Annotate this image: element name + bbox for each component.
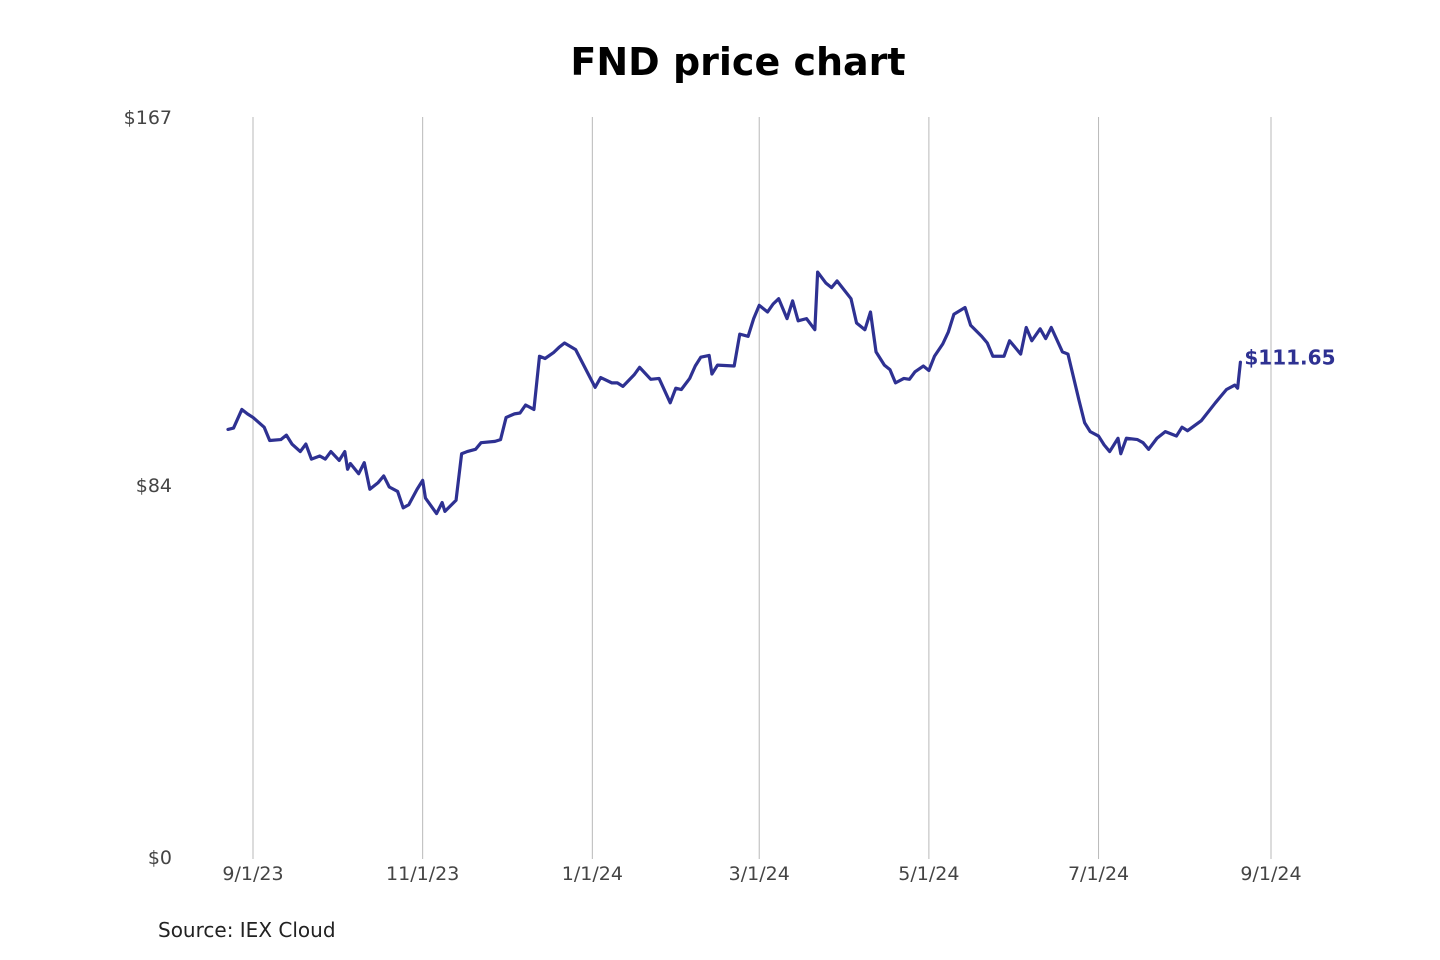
x-tick-label: 7/1/24 (1068, 863, 1129, 885)
y-tick-label: $0 (148, 847, 172, 869)
x-tick-label: 5/1/24 (898, 863, 959, 885)
series-line-0 (226, 270, 1242, 516)
last-value-label: $111.65 (1244, 345, 1335, 369)
annotation-layer: $111.65 (1244, 345, 1335, 369)
x-tick-label: 9/1/24 (1240, 863, 1301, 885)
x-tick-label: 11/1/23 (386, 863, 459, 885)
y-tick-label: $167 (124, 107, 172, 129)
gridlines (252, 117, 1272, 859)
y-tick-label: $84 (136, 475, 172, 497)
y-axis: $0 $84 $167 (124, 107, 172, 869)
source-note: Source: IEX Cloud (158, 918, 336, 942)
chart-title: FND price chart (570, 40, 906, 84)
x-tick-label: 1/1/24 (562, 863, 623, 885)
series-layer (226, 270, 1242, 516)
x-tick-label: 3/1/24 (729, 863, 790, 885)
x-axis: 9/1/23 11/1/23 1/1/24 3/1/24 5/1/24 7/1/24 9/1… (222, 863, 1301, 885)
x-tick-label: 9/1/23 (222, 863, 283, 885)
